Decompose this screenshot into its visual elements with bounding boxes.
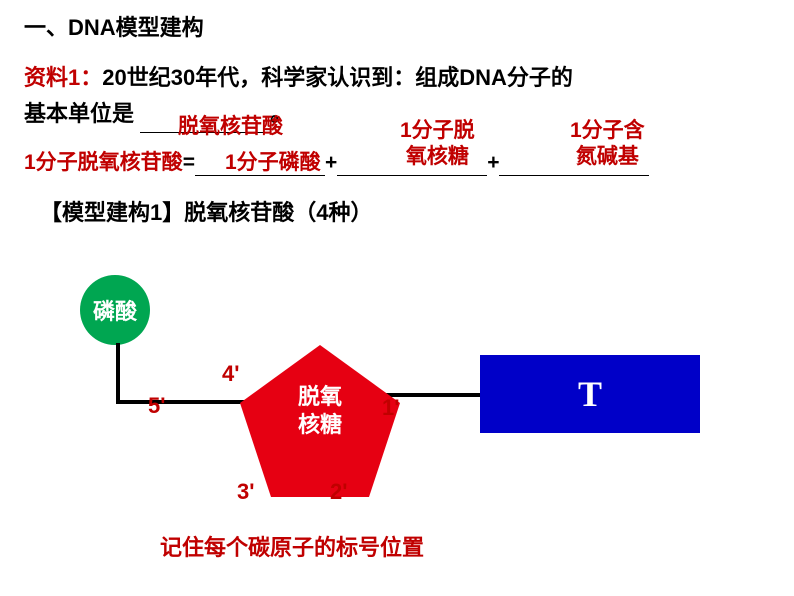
material-paragraph: 资料1：20世纪30年代，科学家认识到：组成DNA分子的 基本单位是 。	[24, 60, 774, 133]
bond-phosphate-h	[116, 400, 248, 404]
para1-text-b: 基本单位是	[24, 101, 134, 126]
sugar-pentagon: 脱氧 核糖	[240, 345, 400, 497]
model-header: 【模型建构1】脱氧核苷酸（4种）	[40, 195, 372, 227]
carbon-5: 5'	[148, 393, 165, 419]
eq-plus-1: +	[325, 151, 337, 174]
carbon-note: 记住每个碳原子的标号位置	[160, 530, 424, 562]
pentagon-l1: 脱氧	[298, 384, 342, 409]
pentagon-label: 脱氧 核糖	[240, 383, 400, 439]
fill-base-l1: 1分子含	[570, 119, 645, 142]
phosphate-circle: 磷酸	[80, 275, 150, 345]
carbon-2: 2'	[330, 479, 347, 505]
fill-basic-unit: 脱氧核苷酸	[178, 110, 283, 140]
carbon-4: 4'	[222, 361, 239, 387]
eq-plus-2: +	[487, 151, 499, 174]
fill-sugar-l2: 氧核糖	[406, 145, 469, 168]
phosphate-label: 磷酸	[93, 294, 137, 326]
fill-phosphate: 1分子磷酸	[225, 146, 321, 176]
page-heading: 一、DNA模型建构	[24, 10, 204, 42]
carbon-3: 3'	[237, 479, 254, 505]
base-label: T	[578, 373, 602, 415]
nucleotide-diagram: 磷酸 脱氧 核糖 T 5' 4' 3' 2' 1' 记住每个碳原子的标号位置	[70, 245, 730, 545]
fill-sugar-l1: 1分子脱	[400, 119, 475, 142]
eq-lhs: 1分子脱氧核苷酸	[24, 151, 183, 174]
bond-sugar-base	[385, 393, 485, 397]
material-label: 资料1：	[24, 65, 102, 90]
fill-base: 1分子含 氮碱基	[570, 118, 645, 170]
carbon-1: 1'	[382, 395, 399, 421]
bond-phosphate-v	[116, 343, 120, 403]
base-rectangle: T	[480, 355, 700, 433]
fill-sugar: 1分子脱 氧核糖	[400, 118, 475, 170]
pentagon-l2: 核糖	[298, 412, 342, 437]
para1-text-a: 20世纪30年代，科学家认识到：组成DNA分子的	[102, 65, 573, 90]
eq-equals: =	[183, 151, 195, 174]
equation-line: 1分子脱氧核苷酸= + +	[24, 146, 649, 176]
fill-base-l2: 氮碱基	[576, 145, 639, 168]
